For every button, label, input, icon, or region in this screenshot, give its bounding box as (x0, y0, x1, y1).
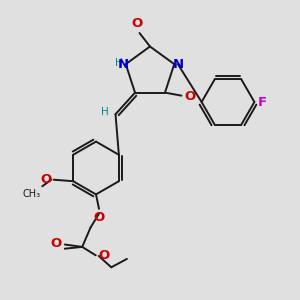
Text: O: O (131, 17, 143, 30)
Text: CH₃: CH₃ (22, 189, 41, 199)
Text: F: F (258, 95, 267, 109)
Text: O: O (184, 90, 195, 103)
Text: O: O (98, 249, 109, 262)
Text: N: N (118, 58, 129, 71)
Text: O: O (40, 173, 51, 186)
Text: H: H (115, 58, 123, 68)
Text: H: H (101, 107, 109, 117)
Text: N: N (172, 58, 183, 70)
Text: O: O (50, 237, 62, 250)
Text: O: O (94, 211, 105, 224)
